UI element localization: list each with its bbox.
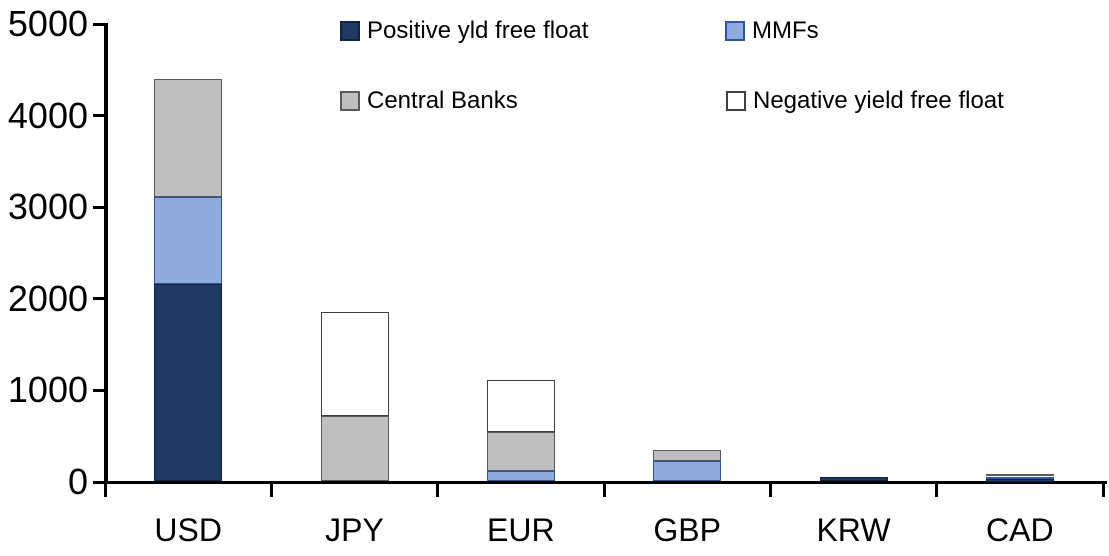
- bar-segment-gbp-1: [653, 461, 722, 482]
- legend-swatch-negative-yield-free-float: [726, 91, 746, 111]
- x-tick-mark: [103, 481, 107, 497]
- y-tick-mark: [93, 22, 107, 26]
- y-tick-mark: [93, 205, 107, 209]
- y-tick-label-3000: 3000: [7, 186, 88, 228]
- x-tick-label-gbp: GBP: [653, 512, 721, 548]
- bar-segment-usd-2: [154, 79, 223, 197]
- x-tick-mark: [269, 481, 273, 497]
- bar-segment-jpy-2: [320, 416, 389, 482]
- bar-segment-eur-1: [486, 470, 555, 482]
- legend-item-central-banks: Central Banks: [340, 87, 518, 115]
- bar-segment-eur-3: [486, 379, 555, 433]
- x-tick-label-krw: KRW: [816, 512, 891, 548]
- y-tick-label-0: 0: [67, 461, 88, 502]
- y-tick-mark: [93, 480, 107, 484]
- legend-label: Negative yield free float: [753, 87, 1004, 114]
- x-tick-mark: [436, 481, 440, 497]
- bar-segment-eur-2: [486, 432, 555, 471]
- x-tick-mark: [602, 481, 606, 497]
- legend-label: Positive yld free float: [367, 17, 589, 44]
- legend-swatch-central-banks: [340, 91, 360, 111]
- bar-segment-gbp-2: [653, 450, 722, 462]
- y-tick-mark: [93, 114, 107, 118]
- x-tick-mark: [768, 481, 772, 497]
- bar-segment-cad-0: [985, 479, 1054, 482]
- x-tick-label-jpy: JPY: [325, 512, 384, 548]
- legend-item-positive-yld-free-float: Positive yld free float: [340, 17, 588, 45]
- y-axis: [104, 23, 108, 482]
- bar-segment-usd-0: [154, 283, 223, 482]
- bar-segment-cad-2: [985, 473, 1054, 477]
- x-tick-mark: [1101, 481, 1105, 497]
- legend-item-negative-yield-free-float: Negative yield free float: [726, 87, 1004, 115]
- y-tick-label-4000: 4000: [7, 94, 88, 136]
- x-tick-mark: [935, 481, 939, 497]
- bar-segment-krw-0: [819, 477, 888, 482]
- y-tick-label-5000: 5000: [7, 3, 88, 44]
- bar-segment-cad-1: [985, 476, 1054, 479]
- legend-label: Central Banks: [367, 87, 518, 114]
- x-tick-label-cad: CAD: [986, 512, 1054, 548]
- bar-segment-usd-1: [154, 196, 223, 284]
- legend-item-mmfs: MMFs: [725, 17, 819, 45]
- y-tick-label-1000: 1000: [7, 369, 88, 411]
- y-tick-mark: [93, 297, 107, 301]
- x-tick-label-eur: EUR: [487, 512, 555, 548]
- bar-segment-jpy-3: [320, 312, 389, 417]
- y-tick-mark: [93, 388, 107, 392]
- y-tick-label-2000: 2000: [7, 277, 88, 319]
- x-tick-label-usd: USD: [154, 512, 222, 548]
- legend-swatch-mmfs: [725, 21, 745, 41]
- legend-swatch-positive-yld-free-float: [340, 21, 360, 41]
- x-axis: [104, 480, 1107, 484]
- legend-label: MMFs: [752, 17, 819, 44]
